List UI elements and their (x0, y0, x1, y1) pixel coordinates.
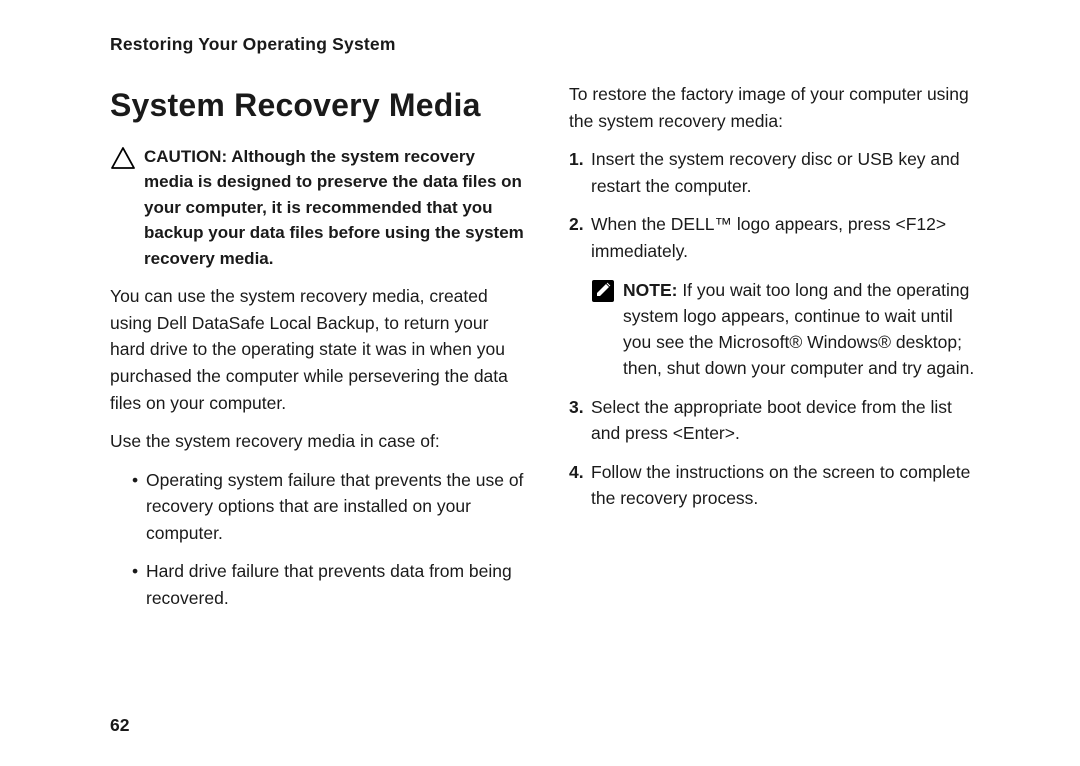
restore-lead: To restore the factory image of your com… (569, 81, 984, 134)
list-item: Hard drive failure that prevents data fr… (132, 558, 525, 611)
caution-block: CAUTION: Although the system recovery me… (110, 144, 525, 272)
intro-paragraph: You can use the system recovery media, c… (110, 283, 525, 416)
caution-text: CAUTION: Although the system recovery me… (144, 144, 525, 272)
step-text: Follow the instructions on the screen to… (591, 462, 970, 509)
caution-triangle-icon (110, 146, 136, 170)
step-text: Insert the system recovery disc or USB k… (591, 149, 960, 196)
step-text: Select the appropriate boot device from … (591, 397, 952, 444)
caution-label: CAUTION: (144, 147, 227, 166)
content-columns: System Recovery Media CAUTION: Although … (110, 81, 984, 624)
list-item: Operating system failure that prevents t… (132, 467, 525, 547)
note-label: NOTE: (623, 280, 677, 300)
left-column: System Recovery Media CAUTION: Although … (110, 81, 525, 624)
running-header: Restoring Your Operating System (110, 34, 984, 55)
use-case-list: Operating system failure that prevents t… (110, 467, 525, 612)
step-text: When the DELL™ logo appears, press <F12>… (591, 214, 946, 261)
note-pencil-icon (591, 279, 615, 303)
steps-list: 1. Insert the system recovery disc or USB… (569, 146, 984, 264)
note-text: NOTE: If you wait too long and the opera… (623, 277, 984, 382)
step-number: 4. (569, 459, 584, 486)
right-column: To restore the factory image of your com… (569, 81, 984, 624)
steps-list-cont: 3. Select the appropriate boot device fro… (569, 394, 984, 512)
step-item: 1. Insert the system recovery disc or USB… (569, 146, 984, 199)
note-block: NOTE: If you wait too long and the opera… (569, 277, 984, 382)
step-item: 2. When the DELL™ logo appears, press <F1… (569, 211, 984, 264)
use-case-lead: Use the system recovery media in case of… (110, 428, 525, 455)
step-item: 4. Follow the instructions on the screen … (569, 459, 984, 512)
step-number: 3. (569, 394, 584, 421)
step-number: 1. (569, 146, 584, 173)
step-number: 2. (569, 211, 584, 238)
page-title: System Recovery Media (110, 81, 525, 130)
step-item: 3. Select the appropriate boot device fro… (569, 394, 984, 447)
page-number: 62 (110, 715, 129, 736)
